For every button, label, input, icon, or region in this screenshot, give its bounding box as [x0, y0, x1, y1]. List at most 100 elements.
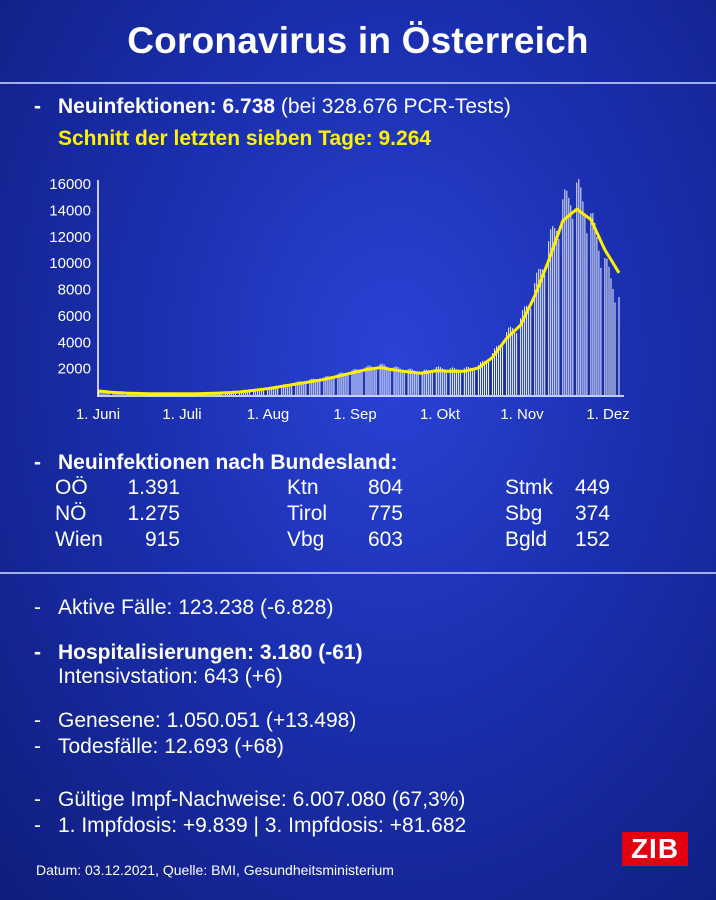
bar: [510, 326, 512, 395]
bar: [433, 374, 435, 395]
y-tick-label: 14000: [49, 202, 91, 219]
bar: [506, 332, 508, 395]
bar: [441, 368, 443, 395]
bar: [415, 372, 417, 395]
bar: [574, 240, 576, 395]
y-tick-label: 4000: [58, 334, 91, 351]
bar: [263, 389, 265, 395]
bar: [598, 250, 600, 395]
bar: [606, 258, 608, 395]
bar: [345, 373, 347, 395]
bar: [305, 382, 307, 395]
bar: [335, 379, 337, 395]
intensivstation: Intensivstation: 643 (+6): [58, 665, 283, 688]
y-tick-label: 2000: [58, 361, 91, 378]
bar: [347, 375, 349, 395]
bar: [425, 369, 427, 395]
bar: [484, 360, 485, 395]
bar: [271, 386, 273, 395]
bar: [461, 375, 463, 395]
bar: [393, 367, 395, 395]
todesfaelle-line: - Todesfälle: 12.693 (+68): [34, 735, 284, 759]
bar: [267, 387, 269, 395]
bar: [614, 302, 616, 395]
bar: [526, 305, 528, 395]
bar: [251, 391, 253, 395]
y-tick-label: 16000: [49, 176, 91, 193]
bar: [453, 367, 455, 395]
impf-nachweise: Gültige Impf-Nachweise: 6.007.080 (67,3%…: [58, 788, 466, 811]
bar: [586, 233, 588, 395]
bar: [325, 376, 327, 395]
bar: [494, 348, 495, 395]
footer-source: Datum: 03.12.2021, Quelle: BMI, Gesundhe…: [36, 862, 394, 878]
bar: [311, 378, 313, 395]
bar: [299, 381, 301, 395]
bar: [518, 339, 520, 395]
bar: [237, 392, 238, 395]
bar: [371, 366, 373, 395]
bar: [98, 390, 100, 395]
bar: [341, 372, 343, 395]
bar: [419, 377, 421, 395]
bar: [431, 372, 433, 395]
bar: [323, 377, 325, 395]
bar: [309, 379, 311, 395]
bar: [255, 389, 257, 395]
bar: [303, 381, 305, 395]
bar: [496, 346, 497, 395]
bar: [253, 389, 255, 395]
bundesland-name: Bgld: [505, 528, 548, 551]
aktive-line: - Aktive Fälle: 123.238 (-6.828): [34, 596, 333, 620]
bundesland-name: Ktn: [287, 476, 319, 499]
bar: [367, 365, 369, 395]
bar: [401, 370, 403, 395]
bullet-dash: -: [34, 814, 41, 837]
y-tick-label: 8000: [58, 282, 91, 299]
bar: [265, 389, 267, 395]
zib-logo: ZIB: [622, 832, 688, 866]
bar: [285, 384, 287, 395]
bar: [475, 373, 477, 395]
bundesland-name: NÖ: [55, 502, 87, 525]
bar: [249, 390, 251, 395]
bar: [293, 386, 295, 395]
bar: [409, 368, 411, 395]
bar: [568, 197, 570, 395]
bar: [514, 329, 516, 395]
bar: [467, 366, 469, 395]
bar: [307, 384, 309, 395]
bar: [439, 366, 441, 395]
x-tick-label: 1. Okt: [420, 406, 461, 423]
bullet-dash: -: [34, 451, 41, 474]
bar: [594, 222, 596, 395]
bar: [317, 379, 319, 395]
bar: [427, 370, 429, 395]
bundesland-name: Tirol: [287, 502, 328, 525]
bar: [602, 289, 604, 395]
x-tick-label: 1. Nov: [500, 406, 544, 423]
bar: [351, 370, 353, 395]
bar: [281, 385, 283, 395]
aktive-faelle: Aktive Fälle: 123.238 (-6.828): [58, 596, 334, 619]
y-tick-label: 10000: [49, 255, 91, 272]
genesene-line: - Genesene: 1.050.051 (+13.498): [34, 709, 356, 733]
bar: [522, 310, 524, 395]
bundesland-name: Sbg: [505, 502, 543, 525]
bar: [590, 213, 592, 395]
bar: [353, 369, 355, 395]
bar: [403, 372, 405, 395]
bar: [257, 389, 259, 395]
neuinfektionen-value: Neuinfektionen: 6.738: [58, 95, 276, 118]
x-tick-label: 1. Aug: [247, 406, 290, 423]
bar: [528, 305, 530, 395]
bar: [540, 268, 542, 395]
bar: [337, 374, 339, 395]
bar: [459, 372, 461, 395]
bar: [616, 318, 618, 395]
bar: [524, 306, 526, 395]
bar: [329, 376, 331, 395]
bar: [610, 278, 612, 395]
bar: [592, 213, 594, 395]
bar: [504, 350, 506, 395]
